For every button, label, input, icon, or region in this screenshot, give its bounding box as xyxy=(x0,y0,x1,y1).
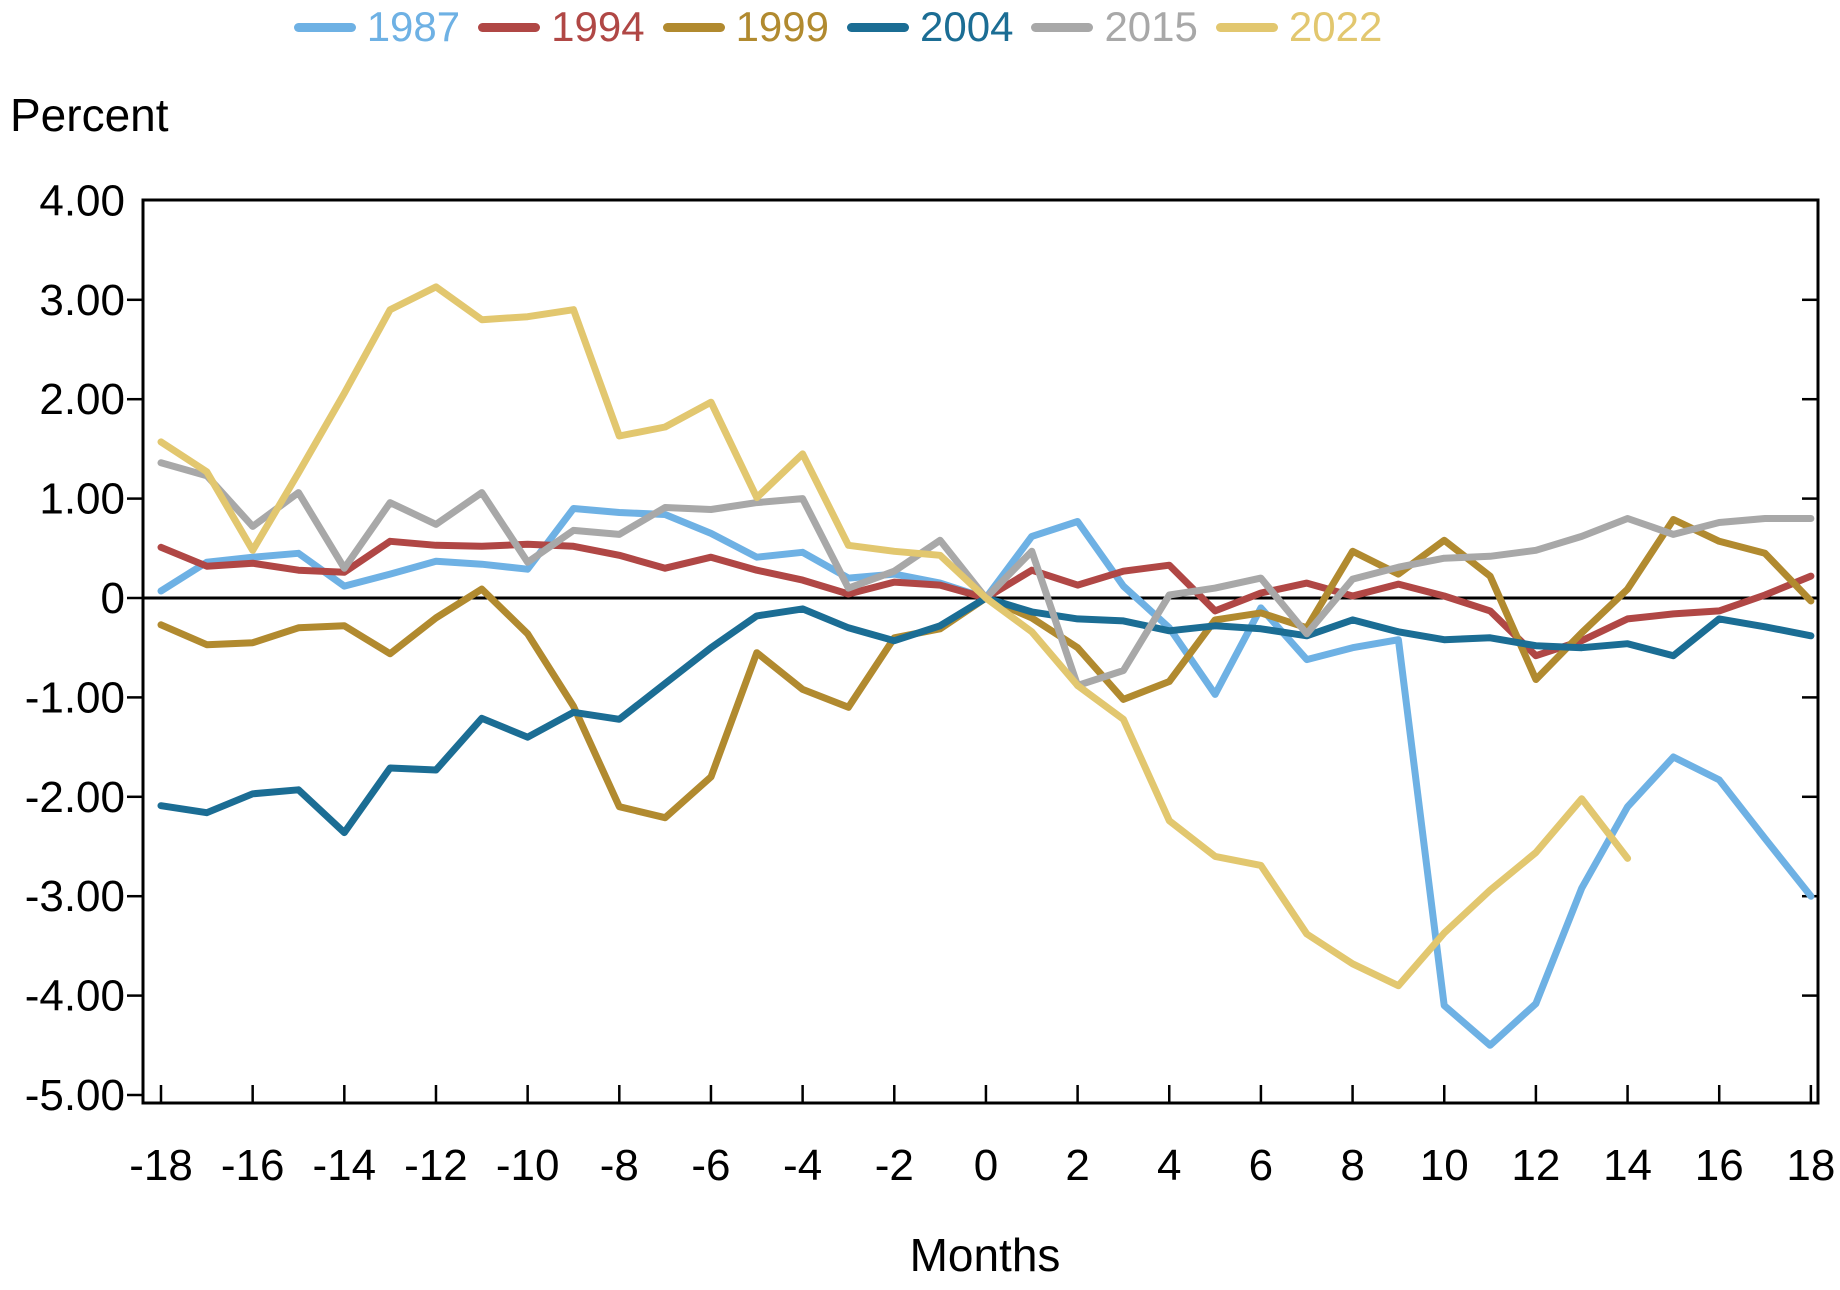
legend-item-2004: 2004 xyxy=(847,6,1013,48)
legend-label-1994: 1994 xyxy=(551,3,645,50)
x-tick-label: -6 xyxy=(691,1141,730,1190)
y-tick-label: 3.00 xyxy=(39,276,125,325)
x-tick-label: 18 xyxy=(1786,1141,1835,1190)
y-tick-label: -2.00 xyxy=(25,773,125,822)
y-tick-label: -3.00 xyxy=(25,872,125,921)
legend-item-2015: 2015 xyxy=(1031,3,1198,50)
x-tick-label: -10 xyxy=(496,1141,560,1190)
x-tick-label: -12 xyxy=(404,1141,468,1190)
x-tick-label: -14 xyxy=(313,1141,377,1190)
legend-label-2004: 2004 xyxy=(920,3,1014,50)
legend-swatch-2004 xyxy=(847,22,909,32)
x-tick-label: 10 xyxy=(1420,1141,1469,1190)
y-tick-label: -4.00 xyxy=(25,972,125,1021)
legend-swatch-2015 xyxy=(1031,22,1094,32)
x-tick-label: 6 xyxy=(1249,1141,1273,1190)
legend-label-1987: 1987 xyxy=(366,3,461,50)
x-tick-label: -18 xyxy=(129,1141,193,1190)
plot-border xyxy=(141,198,1820,1105)
legend-swatch-1994 xyxy=(478,22,541,32)
y-tick-label: -5.00 xyxy=(25,1071,125,1120)
legend-item-1987: 1987 xyxy=(293,3,461,50)
series-line-2022 xyxy=(157,283,1632,990)
x-tick-label: -4 xyxy=(783,1141,822,1190)
y-tick-label: -1.00 xyxy=(25,673,125,722)
series-line-1999 xyxy=(157,516,1815,822)
y-tick-label: 2.00 xyxy=(39,375,125,424)
legend-label-2015: 2015 xyxy=(1104,3,1198,50)
x-axis-title: Months xyxy=(909,1229,1061,1281)
legend-swatch-1987 xyxy=(293,22,356,32)
x-tick-label: 2 xyxy=(1065,1141,1089,1190)
y-axis-title: Percent xyxy=(10,89,169,141)
x-tick-label: 0 xyxy=(974,1141,998,1190)
legend-item-1999: 1999 xyxy=(662,3,829,50)
x-tick-label: 16 xyxy=(1695,1141,1744,1190)
legend-item-1994: 1994 xyxy=(478,3,645,50)
series-line-1987 xyxy=(157,505,1815,1049)
legend-item-2022: 2022 xyxy=(1215,3,1383,50)
x-tick-label: 4 xyxy=(1157,1141,1181,1190)
y-tick-label: 4.00 xyxy=(39,176,125,225)
x-tick-label: 12 xyxy=(1511,1141,1560,1190)
series-line-2004 xyxy=(157,594,1815,837)
x-tick-label: -8 xyxy=(600,1141,639,1190)
legend: 1987 1994 1999 2004 2015 2022 xyxy=(0,6,1758,48)
legend-label-2022: 2022 xyxy=(1288,3,1383,50)
y-tick-label: 0 xyxy=(101,574,125,623)
x-tick-label: 14 xyxy=(1603,1141,1652,1190)
legend-swatch-2022 xyxy=(1215,22,1278,32)
legend-label-1999: 1999 xyxy=(735,3,829,50)
y-tick-label: 1.00 xyxy=(39,475,125,524)
x-tick-label: -16 xyxy=(221,1141,285,1190)
legend-swatch-1999 xyxy=(662,22,725,32)
x-tick-label: -2 xyxy=(875,1141,914,1190)
x-tick-label: 8 xyxy=(1340,1141,1364,1190)
